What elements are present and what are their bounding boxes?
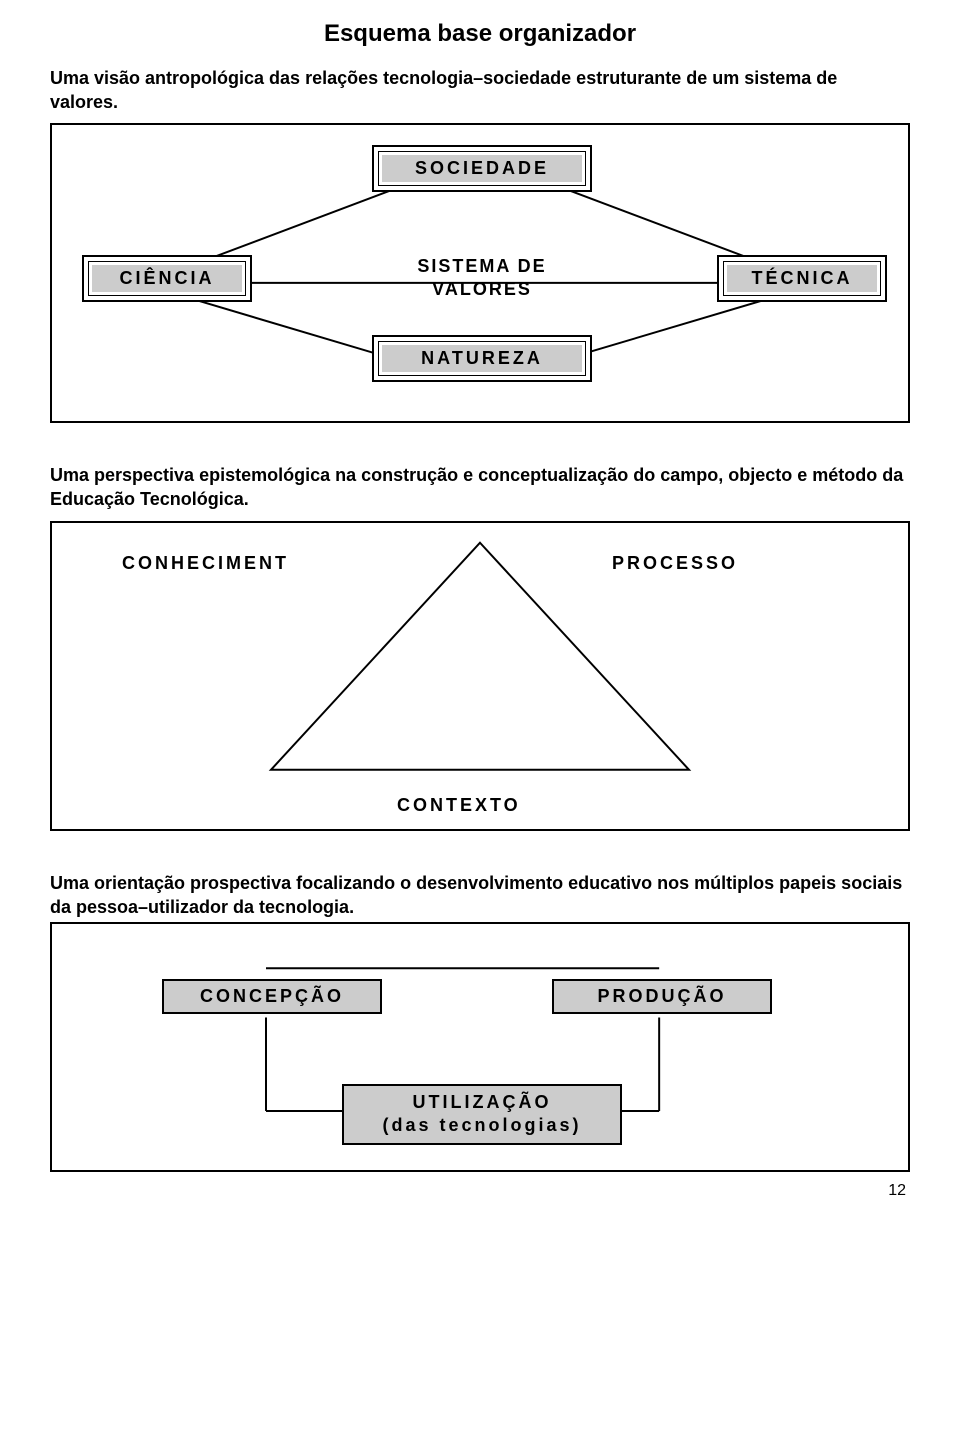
label-sistema-valores: SISTEMA DE VALORES <box>382 255 582 302</box>
paragraph-1: Uma visão antropológica das relações tec… <box>50 66 910 115</box>
node-sociedade: SOCIEDADE <box>372 145 592 192</box>
label-contexto: CONTEXTO <box>397 795 521 816</box>
page-title: Esquema base organizador <box>50 20 910 48</box>
paragraph-2: Uma perspectiva epistemológica na constr… <box>50 463 910 512</box>
page-number: 12 <box>50 1182 910 1200</box>
page-root: Esquema base organizador Uma visão antro… <box>0 0 960 1210</box>
node-concepcao: CONCEPÇÃO <box>162 979 382 1014</box>
diagram-2: CONHECIMENT PROCESSO CONTEXTO <box>50 521 910 831</box>
label-conheciment: CONHECIMENT <box>122 553 289 574</box>
label-processo: PROCESSO <box>612 553 738 574</box>
node-producao: PRODUÇÃO <box>552 979 772 1014</box>
diagram-3: CONCEPÇÃO PRODUÇÃO UTILIZAÇÃO (das tecno… <box>50 922 910 1172</box>
node-utilizacao: UTILIZAÇÃO (das tecnologias) <box>342 1084 622 1145</box>
diagram-1: SOCIEDADE CIÊNCIA TÉCNICA SISTEMA DE VAL… <box>50 123 910 423</box>
node-ciencia: CIÊNCIA <box>82 255 252 302</box>
node-natureza: NATUREZA <box>372 335 592 382</box>
paragraph-3: Uma orientação prospectiva focalizando o… <box>50 871 910 920</box>
node-tecnica: TÉCNICA <box>717 255 887 302</box>
